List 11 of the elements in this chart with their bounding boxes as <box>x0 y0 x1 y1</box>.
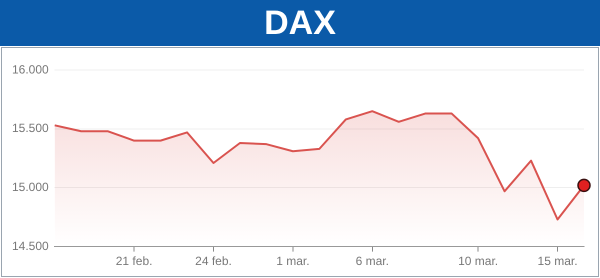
x-tick-label: 1 mar. <box>276 254 310 268</box>
x-tick-label: 21 feb. <box>116 254 152 268</box>
x-tick-label: 24 feb. <box>195 254 232 268</box>
y-tick-label: 16.000 <box>12 62 50 76</box>
chart-title: DAX <box>0 0 600 46</box>
x-tick-label: 10 mar. <box>458 254 498 268</box>
x-tick-label: 15 mar. <box>538 254 578 268</box>
y-tick-label: 14.500 <box>12 238 50 253</box>
y-tick-label: 15.500 <box>12 121 50 136</box>
y-tick-label: 15.000 <box>12 180 50 194</box>
x-tick-label: 6 mar. <box>356 254 389 268</box>
